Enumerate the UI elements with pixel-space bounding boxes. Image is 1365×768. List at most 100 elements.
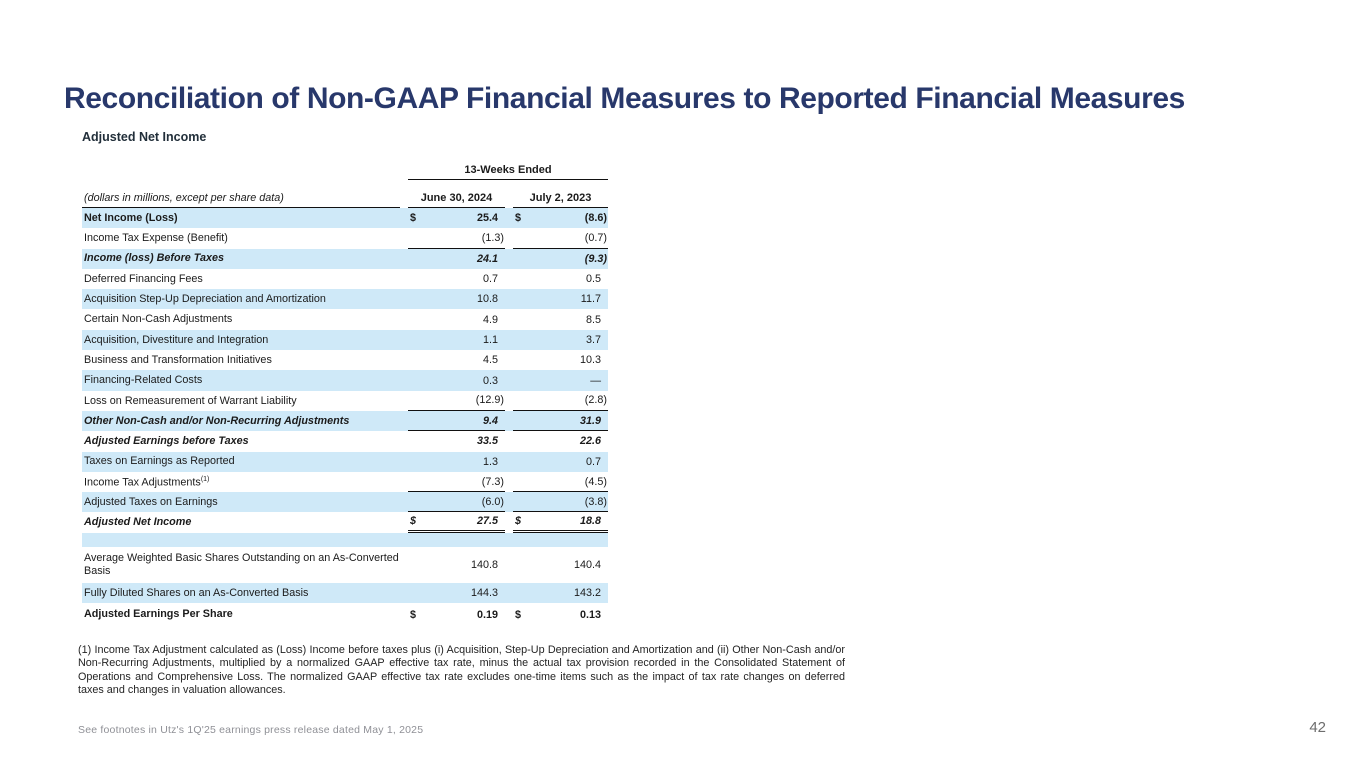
row-value: 24.1 [408, 249, 505, 269]
row-label: Adjusted Earnings Per Share [84, 608, 233, 621]
row-value: 140.4 [513, 547, 608, 583]
value-text: (9.3) [584, 252, 607, 265]
value-text: 33.5 [476, 435, 498, 448]
row-value: 1.3 [408, 452, 505, 472]
row-value: 0.3 [408, 370, 505, 390]
table-row: Other Non-Cash and/or Non-Recurring Adju… [82, 410, 608, 432]
table-row: Income (loss) Before Taxes 24.1 (9.3) [82, 248, 608, 269]
row-label: Certain Non-Cash Adjustments [84, 313, 233, 326]
row-label: Adjusted Taxes on Earnings [84, 496, 218, 509]
row-value: 0.7 [408, 269, 505, 289]
row-label: Acquisition Step-Up Depreciation and Amo… [84, 293, 326, 306]
row-label: Financing-Related Costs [84, 374, 203, 387]
table-row: Average Weighted Basic Shares Outstandin… [82, 547, 608, 583]
value-text: 144.3 [470, 586, 498, 599]
table-row: Financing-Related Costs 0.3 — [82, 370, 608, 391]
row-value: 22.6 [513, 431, 608, 451]
value-text: 18.8 [579, 515, 601, 528]
row-value: 31.9 [513, 411, 608, 432]
row-value: $ (8.6) [513, 208, 608, 228]
table-row: Income Tax Expense (Benefit) (1.3) (0.7) [82, 228, 608, 249]
value-text: 140.4 [573, 558, 601, 571]
row-value: $18.8 [513, 512, 608, 533]
row-value: $25.4 [408, 208, 505, 228]
row-value: 10.8 [408, 289, 505, 309]
table-row: Acquisition Step-Up Depreciation and Amo… [82, 289, 608, 310]
row-label: Income (loss) Before Taxes [84, 252, 225, 265]
table-row: Certain Non-Cash Adjustments 4.9 8.5 [82, 309, 608, 329]
value-text: 0.5 [585, 273, 601, 286]
adjusted-net-income-table: Adjusted Net Income 13-Weeks Ended (doll… [82, 130, 608, 626]
value-text: 0.3 [482, 374, 498, 387]
row-value: (12.9) [408, 391, 505, 411]
slide-title: Reconciliation of Non-GAAP Financial Mea… [64, 82, 1185, 116]
row-value: 11.7 [513, 289, 608, 309]
row-label: Fully Diluted Shares on an As-Converted … [84, 586, 309, 599]
currency-symbol: $ [410, 212, 417, 225]
value-text: — [590, 374, 601, 387]
row-value: (1.3) [408, 228, 505, 249]
value-text: 0.19 [476, 608, 498, 621]
value-text: 24.1 [476, 252, 498, 265]
value-text: 3.7 [585, 333, 601, 346]
units-note: (dollars in millions, except per share d… [82, 192, 400, 208]
value-text: 4.5 [482, 354, 498, 367]
value-text: 22.6 [579, 435, 601, 448]
currency-symbol: $ [515, 212, 522, 225]
footer-source-note: See footnotes in Utz's 1Q'25 earnings pr… [78, 724, 424, 736]
row-value: 4.9 [408, 309, 505, 329]
table-row: Deferred Financing Fees 0.7 0.5 [82, 269, 608, 289]
table-row: Taxes on Earnings as Reported 1.3 0.7 [82, 451, 608, 472]
value-text: 25.4 [476, 212, 498, 225]
row-value: 3.7 [513, 330, 608, 350]
table-row: Acquisition, Divestiture and Integration… [82, 329, 608, 351]
table-row: Loss on Remeasurement of Warrant Liabili… [82, 391, 608, 411]
row-value: (9.3) [513, 249, 608, 269]
table-group-header-row: 13-Weeks Ended [82, 158, 608, 180]
currency-symbol: $ [515, 608, 522, 621]
value-text: (0.7) [584, 231, 607, 244]
value-text: 0.7 [585, 455, 601, 468]
table-body: Net Income (Loss) $25.4 $ (8.6) Income Tax E… [82, 208, 608, 626]
row-value: $0.13 [513, 603, 608, 626]
table-row: Adjusted Net Income $27.5 $18.8 [82, 512, 608, 533]
row-value: 10.3 [513, 350, 608, 370]
currency-symbol: $ [410, 608, 417, 621]
row-value: 144.3 [408, 583, 505, 603]
value-text: 1.1 [482, 333, 498, 346]
value-text: 0.13 [579, 608, 601, 621]
row-value: 140.8 [408, 547, 505, 583]
table-row: Net Income (Loss) $25.4 $ (8.6) [82, 208, 608, 229]
row-value: 0.5 [513, 269, 608, 289]
value-text: 4.9 [482, 313, 498, 326]
row-value: 143.2 [513, 583, 608, 603]
currency-symbol: $ [515, 515, 522, 528]
value-text: 9.4 [482, 414, 498, 427]
value-text: (3.8) [584, 495, 607, 508]
value-text: 143.2 [573, 586, 601, 599]
row-value: $27.5 [408, 512, 505, 533]
value-text: 140.8 [470, 558, 498, 571]
row-value: (4.5) [513, 472, 608, 493]
row-label: Business and Transformation Initiatives [84, 353, 272, 366]
value-text: 10.8 [476, 293, 498, 306]
value-text: (6.0) [481, 495, 504, 508]
value-text: 27.5 [476, 515, 498, 528]
column-header-june-30-2024: June 30, 2024 [408, 192, 505, 208]
value-text: 11.7 [580, 293, 601, 306]
row-value: (2.8) [513, 391, 608, 411]
row-value: (7.3) [408, 472, 505, 493]
value-text: 31.9 [579, 414, 601, 427]
row-value: 0.7 [513, 452, 608, 472]
row-value: 8.5 [513, 309, 608, 329]
table-row: Fully Diluted Shares on an As-Converted … [82, 582, 608, 604]
row-value: $0.19 [408, 603, 505, 626]
table-row: Adjusted Taxes on Earnings (6.0) (3.8) [82, 492, 608, 513]
row-label: Income Tax Adjustments(1) [84, 476, 210, 490]
value-text: 10.3 [579, 354, 601, 367]
table-row: Adjusted Earnings before Taxes 33.5 22.6 [82, 431, 608, 451]
row-value: 33.5 [408, 431, 505, 451]
value-text: (12.9) [475, 394, 504, 407]
table-spacer-row [82, 532, 608, 547]
row-label: Net Income (Loss) [84, 211, 178, 224]
